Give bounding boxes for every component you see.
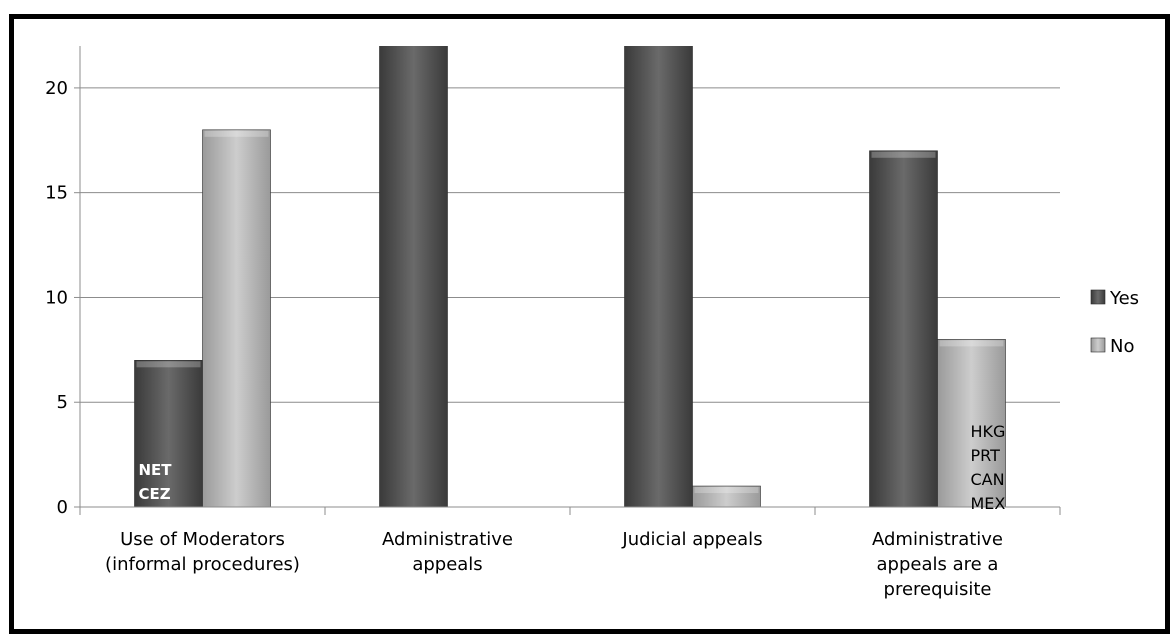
bar-highlight (136, 361, 201, 368)
x-category-label: Administrative (382, 529, 513, 550)
bar-highlight (204, 130, 269, 137)
x-category-label: prerequisite (884, 579, 992, 600)
bar-no-0 (202, 129, 271, 507)
bar-annotation: CAN (971, 470, 1005, 489)
bar-yes-1 (379, 46, 448, 507)
x-category-label: Administrative (872, 529, 1003, 550)
x-category-label: Use of Moderators (120, 529, 285, 550)
category-labels: Use of Moderators (informal procedures) Ad… (105, 529, 1003, 600)
y-tick-label: 10 (45, 287, 68, 308)
bar-annotation: PRT (971, 446, 1001, 465)
y-tick-label: 0 (57, 497, 68, 518)
bars (134, 5, 1006, 507)
bar-annotation: CEZ (139, 485, 171, 503)
bar-highlight (382, 5, 446, 11)
bar-yes-0 (134, 360, 203, 507)
legend-swatch-no (1090, 337, 1106, 353)
bar-yes-3 (869, 150, 938, 507)
legend-swatch-yes (1090, 289, 1106, 305)
axes (74, 46, 1061, 515)
bar-no-3 (937, 339, 1006, 507)
bar-annotation: MEX (971, 494, 1006, 513)
bar-yes-2 (624, 46, 693, 507)
bar-annotation: HKG (971, 422, 1006, 441)
y-tick-label: 20 (45, 78, 68, 99)
legend-label-yes: Yes (1109, 288, 1139, 309)
x-category-label: (informal procedures) (105, 554, 300, 575)
bar-highlight (871, 151, 936, 158)
x-category-label: Judicial appeals (621, 529, 762, 550)
legend: Yes No (1090, 288, 1139, 357)
y-tick-labels: 0 5 10 15 20 (45, 78, 68, 518)
bar-highlight (627, 5, 691, 11)
bar-annotations: NET CEZ HKG PRT CAN MEX (139, 422, 1006, 513)
x-category-label: appeals are a (877, 554, 999, 575)
bar-highlight (939, 340, 1004, 347)
bar-highlight (694, 487, 759, 494)
x-category-label: appeals (412, 554, 482, 575)
y-tick-label: 15 (45, 183, 68, 204)
y-tick-label: 5 (57, 392, 68, 413)
bar-annotation: NET (139, 461, 173, 479)
legend-label-no: No (1110, 336, 1134, 357)
